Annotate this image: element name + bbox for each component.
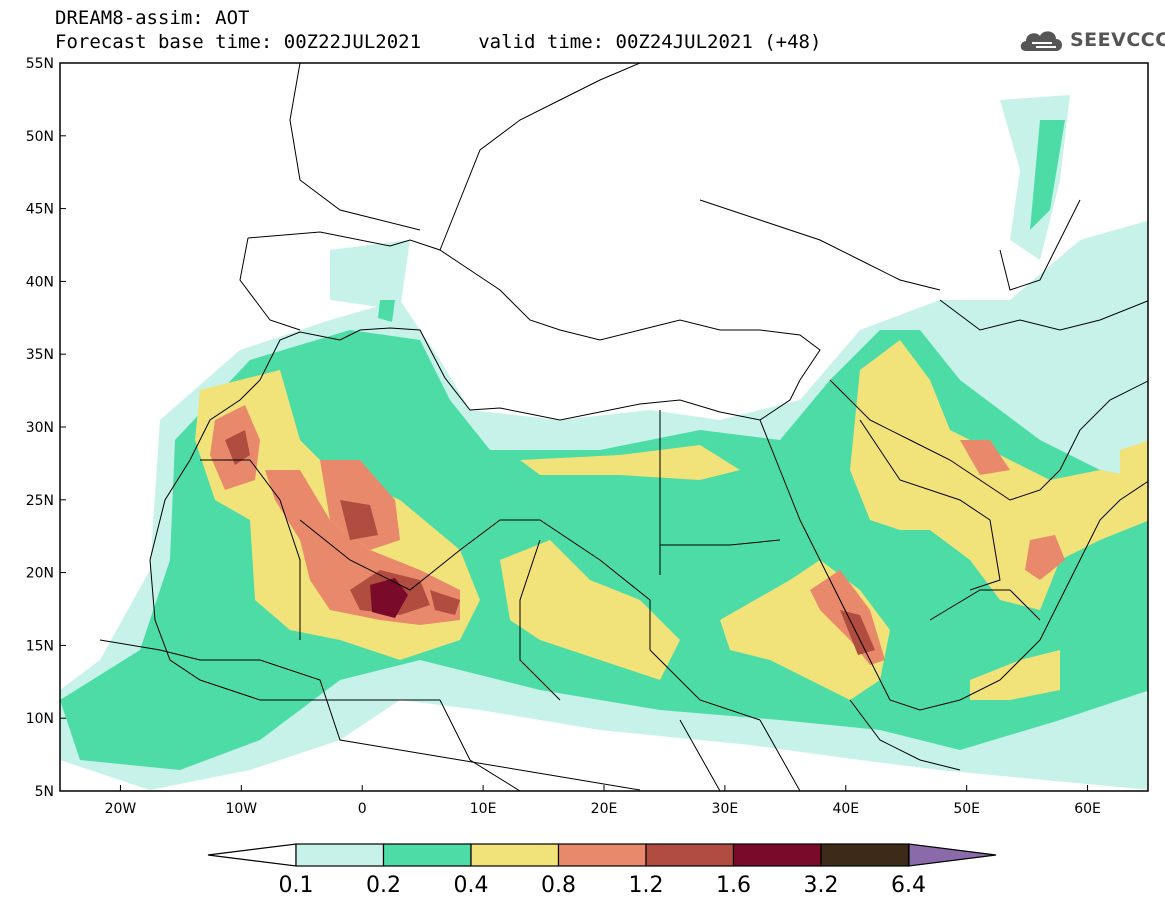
colorbar-under-arrow: [207, 843, 297, 867]
lat-tick-label: 55N: [26, 56, 54, 72]
lon-tick-label: 20E: [591, 801, 618, 817]
lat-tick-label: 5N: [35, 784, 54, 800]
colorbar-bin: [645, 843, 735, 867]
aot-level-1.6: [370, 578, 408, 618]
colorbar-bin: [470, 843, 560, 867]
lon-tick-label: 10W: [225, 801, 257, 817]
lat-tick-label: 10N: [26, 711, 54, 727]
lat-tick-label: 45N: [26, 202, 54, 218]
lon-tick-label: 60E: [1074, 801, 1101, 817]
colorbar-bin: [557, 843, 647, 867]
colorbar-label: 3.2: [804, 873, 839, 898]
lat-tick-label: 40N: [26, 274, 54, 290]
lon-tick-label: 20W: [105, 801, 137, 817]
colorbar-bin: [295, 843, 385, 867]
lon-tick-label: 50E: [953, 801, 980, 817]
colorbar-label: 6.4: [891, 873, 926, 898]
colorbar-label: 1.2: [629, 873, 664, 898]
colorbar-over-arrow: [908, 843, 997, 867]
aot-field: [60, 95, 1148, 790]
cloud-icon: [1020, 31, 1062, 51]
colorbar-labels: 0.1 0.2 0.4 0.8 1.2 1.6 3.2 6.4: [279, 873, 927, 898]
colorbar-label: 0.4: [454, 873, 489, 898]
lat-tick-label: 30N: [26, 420, 54, 436]
lon-tick-label: 0: [358, 801, 367, 817]
lat-tick-label: 50N: [26, 129, 54, 145]
forecast-times: Forecast base time: 00Z22JUL2021 valid t…: [55, 31, 822, 53]
lat-tick-label: 15N: [26, 638, 54, 654]
colorbar-label: 0.1: [279, 873, 314, 898]
lon-axis: 20W 10W 0 10E 20E 30E 40E 50E 60E: [105, 785, 1101, 817]
colorbar-bins: [295, 843, 910, 867]
map-title: DREAM8-assim: AOT: [55, 7, 250, 29]
colorbar-bin: [820, 843, 910, 867]
seevccc-logo: SEEVCCC: [1018, 24, 1165, 56]
lat-axis: 55N 50N 45N 40N 35N 30N 25N 20N 15N 10N 5N: [26, 56, 66, 800]
lon-tick-label: 30E: [712, 801, 739, 817]
colorbar-label: 1.6: [716, 873, 751, 898]
colorbar-label: 0.2: [366, 873, 401, 898]
lon-tick-label: 40E: [832, 801, 859, 817]
colorbar-bin: [382, 843, 472, 867]
colorbar-bin: [732, 843, 822, 867]
lon-tick-label: 10E: [470, 801, 497, 817]
lat-tick-label: 25N: [26, 493, 54, 509]
logo-text: SEEVCCC: [1070, 29, 1165, 51]
lat-tick-label: 35N: [26, 347, 54, 363]
coastlines-borders: [99, 63, 1148, 791]
lat-tick-label: 20N: [26, 566, 54, 582]
colorbar-label: 0.8: [541, 873, 576, 898]
